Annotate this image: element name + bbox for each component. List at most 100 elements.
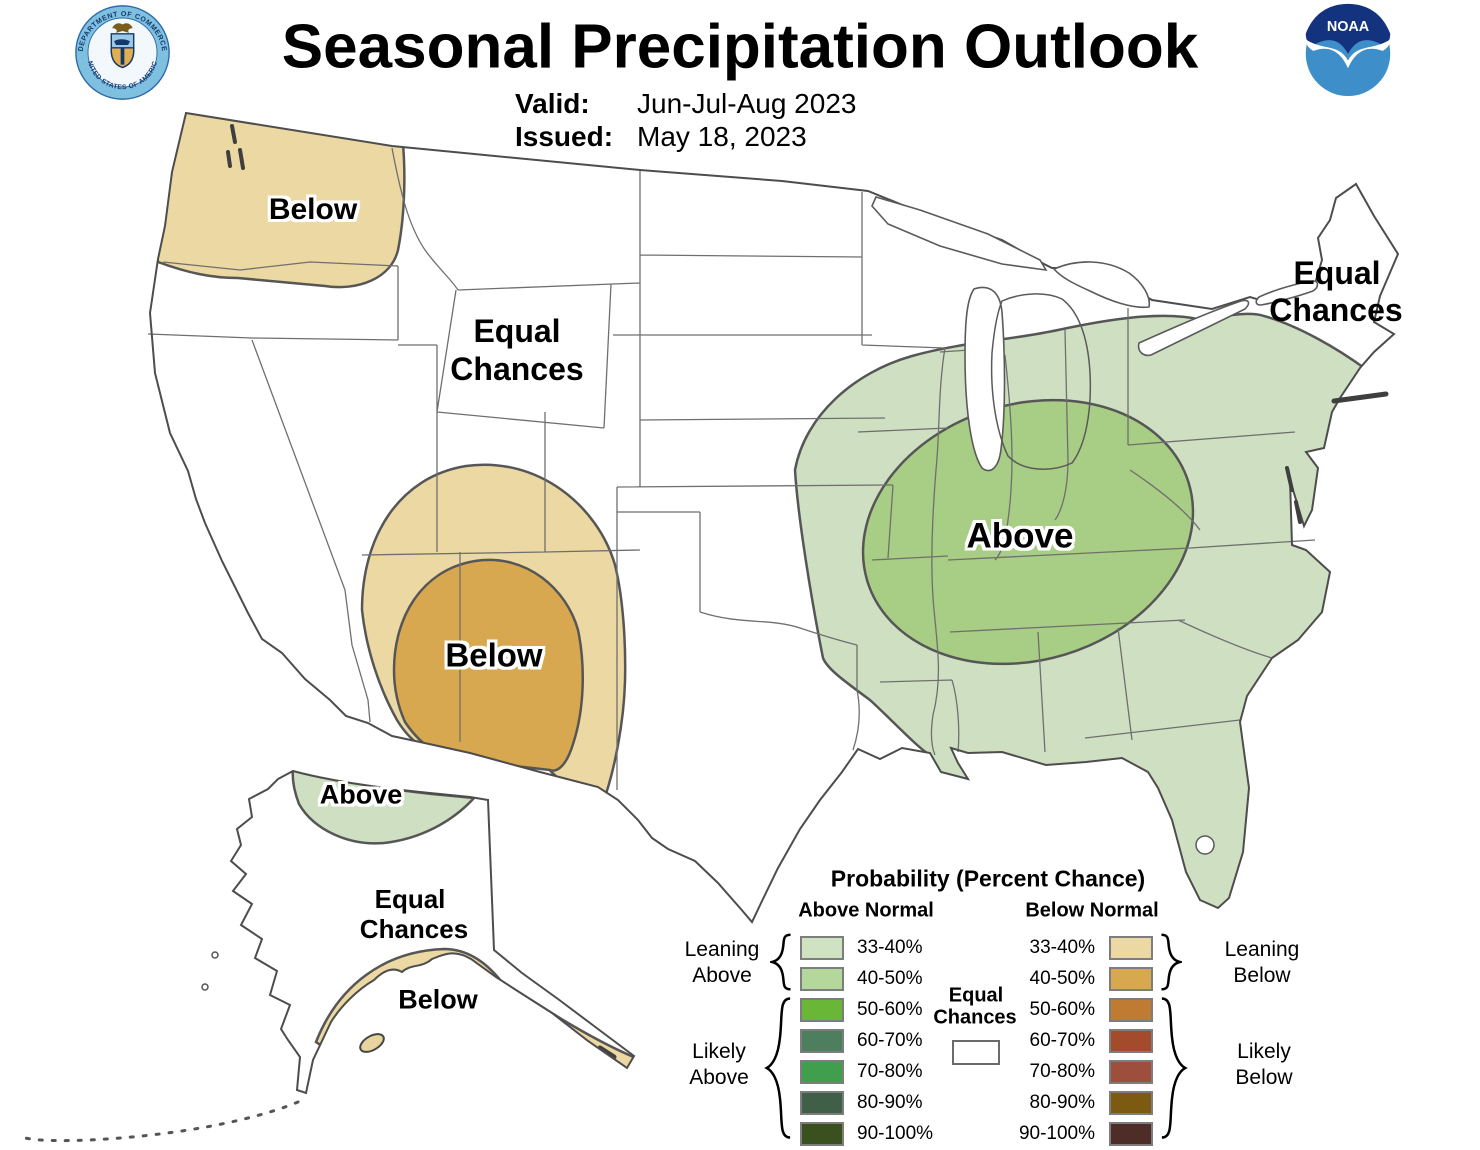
legend-title: Probability (Percent Chance) bbox=[830, 865, 1146, 892]
legend-range-label: 60-70% bbox=[1029, 1030, 1096, 1051]
bering-island-1 bbox=[211, 951, 219, 959]
legend-leaning-below-line2: Below bbox=[1233, 964, 1291, 987]
label-west-equal-line1: Equal bbox=[473, 313, 561, 349]
legend-range-label: 33-40% bbox=[1029, 937, 1096, 958]
legend-range-label: 50-60% bbox=[857, 999, 923, 1020]
legend-row-above: 40-50% bbox=[800, 967, 933, 991]
legend-range-label: 90-100% bbox=[1018, 1123, 1095, 1144]
lake-okeechobee bbox=[1195, 835, 1215, 855]
legend-swatch-above bbox=[800, 1060, 844, 1084]
issued-value: May 18, 2023 bbox=[637, 121, 807, 152]
legend-swatch-above bbox=[800, 967, 844, 991]
legend-row-below: 90-100% bbox=[1009, 1122, 1153, 1146]
legend-below-normal-header: Below Normal bbox=[1025, 899, 1159, 922]
page-title: Seasonal Precipitation Outlook bbox=[281, 12, 1199, 82]
state-borders bbox=[147, 147, 1316, 790]
leaning-above-brace bbox=[770, 933, 792, 991]
label-ak-below: Below bbox=[398, 984, 478, 1015]
doc-eagle-icon bbox=[112, 23, 133, 33]
legend-range-label: 70-80% bbox=[857, 1061, 923, 1082]
legend-range-label: 40-50% bbox=[1029, 968, 1096, 989]
legend-row-below: 33-40% bbox=[1009, 936, 1153, 960]
legend-likely-above-line2: Above bbox=[689, 1066, 749, 1089]
legend-range-label: 90-100% bbox=[857, 1123, 934, 1144]
long-island bbox=[1331, 391, 1389, 404]
legend-row-above: 90-100% bbox=[800, 1122, 933, 1146]
michigan-outline bbox=[990, 293, 1092, 470]
region-sw-below-40-50 bbox=[392, 558, 584, 772]
label-ak-equal-line2: Chances bbox=[359, 914, 469, 944]
valid-label: Valid: bbox=[515, 88, 590, 119]
lake-huron bbox=[1052, 261, 1151, 309]
puget-sound-marks bbox=[226, 124, 245, 170]
legend-row-above: 80-90% bbox=[800, 1091, 933, 1115]
legend-equal-chances-swatch bbox=[952, 1040, 1000, 1065]
legend-row-below: 70-80% bbox=[1009, 1060, 1153, 1084]
legend-range-label: 80-90% bbox=[857, 1092, 923, 1113]
label-sw-below: Below bbox=[445, 636, 543, 674]
leaning-below-brace bbox=[1160, 933, 1182, 991]
legend-swatch-above bbox=[800, 936, 844, 960]
valid-value: Jun-Jul-Aug 2023 bbox=[637, 88, 857, 119]
label-west-equal-line2: Chances bbox=[450, 351, 584, 387]
legend-above-rows: 33-40% 40-50% 50-60% 60-70% 70-80% 80-90% 90-1… bbox=[800, 936, 933, 1150]
noaa-logo-text: NOAA bbox=[1327, 19, 1370, 35]
legend-range-label: 70-80% bbox=[1029, 1061, 1096, 1082]
doc-shield-icon bbox=[110, 33, 135, 69]
legend-equal-line2: Chances bbox=[933, 1006, 1017, 1029]
legend-row-below: 40-50% bbox=[1009, 967, 1153, 991]
label-ne-equal-line2: Chances bbox=[1269, 292, 1403, 328]
legend-swatch-below bbox=[1109, 1060, 1153, 1084]
legend-swatch-below bbox=[1109, 1029, 1153, 1053]
legend-leaning-above-line1: Leaning bbox=[684, 938, 760, 961]
label-ne-equal-line1: Equal bbox=[1293, 255, 1381, 291]
label-east-above: Above bbox=[966, 516, 1074, 556]
kodiak-island bbox=[359, 1033, 385, 1053]
legend-swatch-below bbox=[1109, 998, 1153, 1022]
legend-swatch-below bbox=[1109, 936, 1153, 960]
noaa-sky-shape bbox=[1305, 3, 1391, 54]
lake-ontario bbox=[1255, 280, 1319, 306]
lake-superior bbox=[871, 196, 1048, 272]
legend-range-label: 33-40% bbox=[857, 937, 923, 958]
legend-row-below: 60-70% bbox=[1009, 1029, 1153, 1053]
noaa-gull-icon bbox=[1305, 39, 1391, 69]
legend-swatch-below bbox=[1109, 1091, 1153, 1115]
legend-swatch-below bbox=[1109, 967, 1153, 991]
legend-swatch-above bbox=[800, 1029, 844, 1053]
legend-row-above: 33-40% bbox=[800, 936, 933, 960]
legend-row-below: 50-60% bbox=[1009, 998, 1153, 1022]
legend-range-label: 50-60% bbox=[1029, 999, 1096, 1020]
legend-swatch-below bbox=[1109, 1122, 1153, 1146]
legend-range-label: 60-70% bbox=[857, 1030, 923, 1051]
legend-row-above: 70-80% bbox=[800, 1060, 933, 1084]
department-of-commerce-seal: DEPARTMENT OF COMMERCE UNITED STATES OF … bbox=[74, 4, 170, 100]
legend-row-above: 60-70% bbox=[800, 1029, 933, 1053]
legend-swatch-above bbox=[800, 998, 844, 1022]
lake-erie bbox=[1137, 299, 1250, 357]
issued-row: Issued: May 18, 2023 bbox=[515, 120, 856, 153]
validity-block: Valid: Jun-Jul-Aug 2023 Issued: May 18, … bbox=[515, 87, 856, 153]
legend-range-label: 80-90% bbox=[1029, 1092, 1096, 1113]
legend-leaning-above-line2: Above bbox=[692, 964, 752, 987]
legend-likely-below-line1: Likely bbox=[1237, 1040, 1291, 1063]
noaa-logo: NOAA bbox=[1305, 3, 1391, 97]
legend-range-label: 40-50% bbox=[857, 968, 923, 989]
legend-row-above: 50-60% bbox=[800, 998, 933, 1022]
aleutian-islands bbox=[23, 1100, 300, 1143]
likely-above-brace bbox=[764, 994, 792, 1142]
issued-label: Issued: bbox=[515, 121, 614, 152]
legend-below-rows: 33-40% 40-50% 50-60% 60-70% 70-80% 80-90% 90-1… bbox=[1009, 936, 1153, 1150]
legend-likely-below-line2: Below bbox=[1235, 1066, 1293, 1089]
valid-row: Valid: Jun-Jul-Aug 2023 bbox=[515, 87, 856, 120]
label-ak-equal-line1: Equal bbox=[374, 884, 446, 914]
conus-outline bbox=[148, 111, 1400, 924]
label-ak-above: Above bbox=[319, 779, 403, 810]
legend-above-normal-header: Above Normal bbox=[798, 899, 934, 922]
legend-row-below: 80-90% bbox=[1009, 1091, 1153, 1115]
alaska-outline bbox=[229, 769, 636, 1095]
legend-equal-line1: Equal bbox=[948, 984, 1004, 1007]
legend-likely-above-line1: Likely bbox=[692, 1040, 746, 1063]
